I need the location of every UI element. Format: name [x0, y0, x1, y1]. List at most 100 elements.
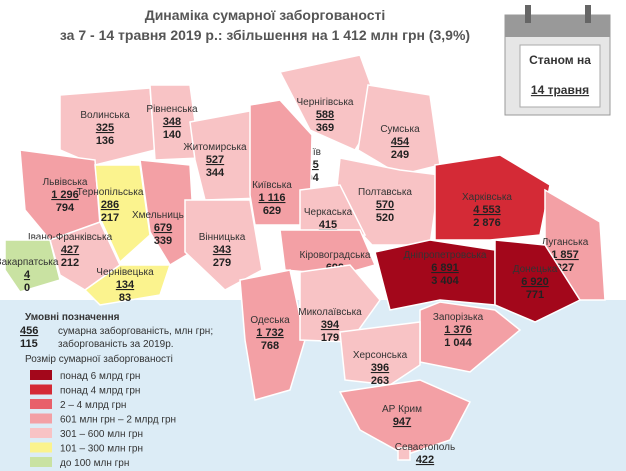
legend-label: 2 – 4 млрд грн	[60, 400, 126, 411]
region	[4, 239, 61, 293]
legend-label: 101 – 300 млн грн	[60, 444, 143, 455]
region	[59, 87, 156, 166]
legend-swatch	[30, 413, 52, 424]
region-2019: 263	[371, 375, 389, 387]
region-name: Херсонська	[353, 350, 408, 361]
region-name: Луганська	[542, 237, 589, 248]
legend-title: Умовні позначення	[25, 312, 120, 323]
region-name: Полтавська	[358, 187, 412, 198]
region-name: Житомирська	[183, 142, 247, 153]
region-name: Одеська	[250, 315, 290, 326]
region-name: Сумська	[380, 124, 420, 135]
region-total: 1 116	[259, 192, 286, 204]
region-2019: 3 404	[431, 275, 459, 287]
region-2019: 136	[96, 135, 114, 147]
region-total: 343	[213, 244, 231, 256]
region-name: Закарпатська	[0, 257, 59, 268]
legend-label: 601 млн грн – 2 млрд грн	[60, 415, 176, 426]
region-2019: 771	[526, 289, 544, 301]
region-total: 394	[321, 319, 340, 331]
legend-swatch	[30, 457, 52, 467]
region-2019: 0	[24, 282, 30, 294]
region-total: 570	[376, 199, 394, 211]
region-name: Дніпропетровська	[404, 250, 487, 261]
region	[94, 164, 151, 264]
region	[299, 184, 367, 241]
region-total: 454	[391, 136, 410, 148]
region-name: Миколаївська	[298, 307, 362, 318]
region-2019: 520	[376, 212, 394, 224]
region	[83, 264, 172, 306]
region-total: 348	[163, 116, 181, 128]
region-name: Чернігівська	[297, 97, 354, 108]
region-2019: 83	[119, 292, 131, 304]
region-name: Львівська	[43, 177, 88, 188]
legend-swatch	[30, 428, 52, 438]
region-total: 947	[393, 416, 411, 428]
region-2019: 344	[206, 167, 225, 179]
region-total: 527	[206, 154, 224, 166]
region-name: АР Крим	[382, 404, 422, 415]
region	[357, 84, 441, 176]
region-total: 1 857	[551, 249, 579, 261]
region-name: Вінницька	[199, 232, 246, 243]
legend-swatch	[30, 384, 52, 395]
region-total: 4 553	[473, 204, 501, 216]
legend-scale-title: Розмір сумарної заборгованості	[25, 353, 173, 365]
calendar-date: 14 травня	[531, 83, 589, 97]
region-total: 1 732	[256, 327, 284, 339]
region	[419, 301, 522, 373]
legend-label: понад 6 млрд грн	[60, 371, 140, 382]
region-name: Івано-Франківська	[28, 232, 113, 243]
region-name: Чернівецька	[96, 267, 154, 278]
region-total: 4	[24, 269, 31, 281]
region-name: Донецька	[513, 264, 558, 275]
region-total: 134	[116, 279, 135, 291]
region-total: 325	[96, 122, 114, 134]
region-total: 396	[371, 362, 389, 374]
subtitle: за 7 - 14 травня 2019 р.: збільшення на …	[60, 27, 470, 43]
region-total: 415	[319, 219, 337, 231]
region-2019: 179	[321, 332, 339, 344]
calendar-label: Станом на	[529, 53, 591, 67]
region-name: Кіровоградська	[300, 250, 371, 261]
legend: Умовні позначення 456 сумарна заборгован…	[20, 312, 213, 469]
region-name: Хмельницька	[132, 210, 194, 221]
legend-swatch	[30, 370, 52, 380]
region-total: 588	[316, 109, 334, 121]
region-total: 1 376	[444, 324, 472, 336]
region-total: 422	[416, 454, 434, 466]
region	[239, 269, 306, 401]
legend-swatch	[30, 442, 52, 453]
legend-example-total-text: сумарна заборгованість, млн грн;	[58, 325, 213, 337]
region	[339, 321, 421, 386]
region-2019: 279	[213, 257, 231, 269]
region-name: Черкаська	[304, 207, 353, 218]
region-2019: 629	[263, 205, 281, 217]
region-total: 679	[154, 222, 172, 234]
legend-label: до 100 млн грн	[60, 458, 129, 469]
title: Динаміка сумарної заборгованості	[145, 7, 386, 23]
region	[494, 239, 582, 323]
region-total: 286	[101, 199, 119, 211]
region-total: 6 920	[521, 276, 549, 288]
region	[139, 159, 196, 267]
region	[279, 229, 377, 276]
region-name: Волинська	[80, 110, 130, 121]
region-name: Київська	[252, 180, 292, 191]
legend-example-2019: 115	[20, 338, 38, 350]
region-name: Запорізька	[433, 312, 484, 323]
legend-label: 301 – 600 млн грн	[60, 429, 143, 440]
region	[434, 154, 551, 241]
legend-swatch	[30, 399, 52, 409]
region	[338, 379, 472, 456]
region-2019: 2 876	[473, 217, 501, 229]
region-2019: 140	[163, 129, 181, 141]
region-2019: 1 044	[444, 337, 472, 349]
region	[189, 109, 263, 201]
legend-label: понад 4 млрд грн	[60, 386, 140, 397]
legend-example-2019-text: заборгованість за 2019р.	[58, 338, 174, 350]
region-2019: 794	[56, 202, 75, 214]
